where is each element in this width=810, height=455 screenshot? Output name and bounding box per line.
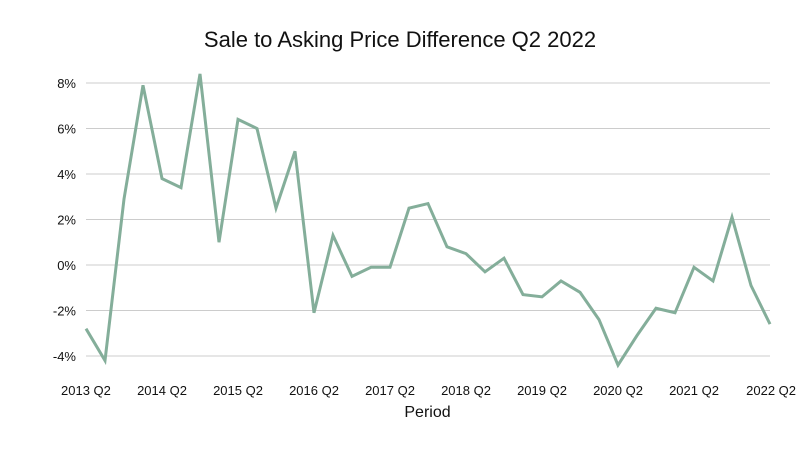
- chart-title: Sale to Asking Price Difference Q2 2022: [203, 27, 597, 52]
- y-tick-label: 6%: [57, 122, 76, 137]
- x-tick-label: 2022 Q2: [746, 383, 796, 398]
- x-tick-label: 2021 Q2: [669, 383, 719, 398]
- y-tick-label: 8%: [57, 76, 76, 91]
- y-tick-label: 4%: [57, 167, 76, 182]
- x-tick-label: 2014 Q2: [137, 383, 187, 398]
- x-tick-label: 2020 Q2: [593, 383, 643, 398]
- x-tick-label: 2013 Q2: [61, 383, 111, 398]
- x-axis-tick-labels: 2013 Q2 2014 Q2 2015 Q2 2016 Q2 2017 Q2 2018 …: [61, 383, 796, 398]
- x-tick-label: 2015 Q2: [213, 383, 263, 398]
- y-tick-label: -4%: [53, 349, 77, 364]
- y-axis-tick-labels: -4% -2% 0% 2% 4% 6% 8%: [53, 76, 77, 364]
- x-tick-label: 2018 Q2: [441, 383, 491, 398]
- gridlines: [86, 82, 770, 357]
- series-line: [84, 73, 772, 369]
- y-tick-label: -2%: [53, 304, 77, 319]
- y-tick-label: 0%: [57, 258, 76, 273]
- x-axis-title: Period: [404, 404, 451, 421]
- x-tick-label: 2017 Q2: [365, 383, 415, 398]
- x-tick-label: 2016 Q2: [289, 383, 339, 398]
- series-layer: [84, 73, 772, 369]
- y-tick-label: 2%: [57, 213, 76, 228]
- x-tick-label: 2019 Q2: [517, 383, 567, 398]
